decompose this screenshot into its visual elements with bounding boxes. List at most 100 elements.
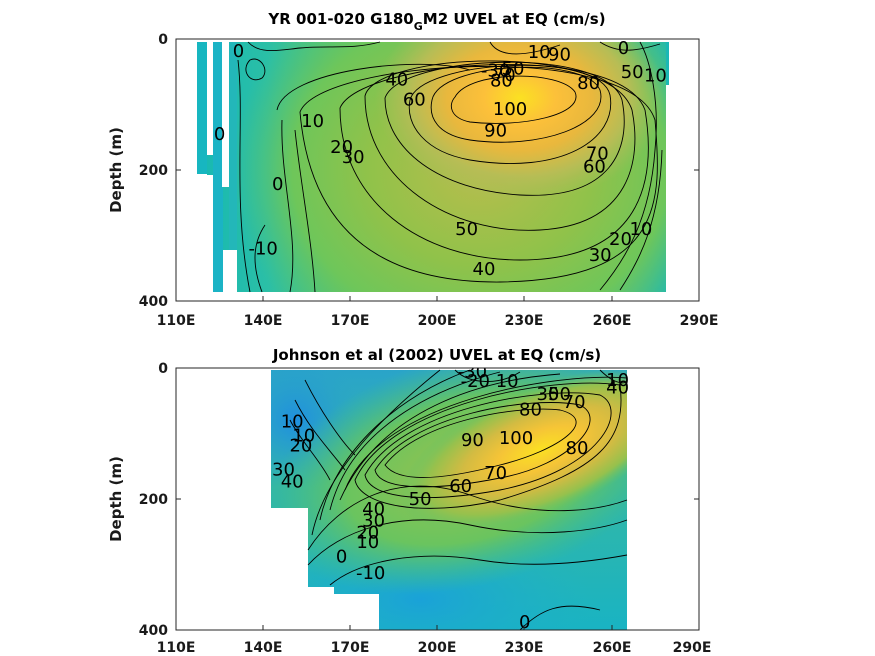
contour-label: -30 xyxy=(458,361,487,382)
contour-label: 40 xyxy=(281,471,304,492)
panel-model: YR 001-020 G180GM2 UVEL at EQ (cm/s) xyxy=(107,10,718,329)
contour-label: 90 xyxy=(484,121,507,142)
y-tick-label: 200 xyxy=(139,492,168,508)
contour-label: 30 xyxy=(272,460,295,481)
x-tick-label: 140E xyxy=(244,313,283,329)
contour-line xyxy=(319,369,471,521)
y-tick-label: 400 xyxy=(139,623,168,639)
contour-label: 30 xyxy=(536,384,559,405)
contour-line xyxy=(599,369,628,384)
contour-line xyxy=(430,66,602,143)
y-tick-label: 400 xyxy=(139,294,168,310)
x-tick-label: 200E xyxy=(418,640,457,656)
missing-data xyxy=(334,594,379,630)
contour-label: 80 xyxy=(519,399,542,420)
contour-label: 60 xyxy=(583,157,606,178)
contour-label: 10 xyxy=(496,371,519,392)
contour-line xyxy=(304,379,356,456)
western-strip xyxy=(213,42,223,292)
x-tick-label: 170E xyxy=(331,313,370,329)
contour-line xyxy=(311,369,441,536)
contour-label: 70 xyxy=(563,392,586,413)
contour-label: 0 xyxy=(214,124,225,145)
contour-line xyxy=(619,149,663,291)
contour-line xyxy=(450,75,577,124)
contour-label: 70 xyxy=(586,144,609,165)
missing-data xyxy=(308,587,334,630)
western-strip xyxy=(197,42,207,174)
contour-label: 70 xyxy=(484,463,507,484)
contour-label: 20 xyxy=(289,435,312,456)
contour-label: 10 xyxy=(281,412,304,433)
contour-line xyxy=(454,369,521,382)
field-core-layer xyxy=(237,42,666,292)
contour-line xyxy=(299,66,658,283)
contour-line xyxy=(384,61,625,196)
contour-label: 10 xyxy=(301,111,324,132)
contour-label: 0 xyxy=(618,38,629,59)
x-tick-label: 140E xyxy=(244,640,283,656)
y-tick-label: 200 xyxy=(139,163,168,179)
contour-label: 0 xyxy=(519,612,530,633)
x-tick-label: 200E xyxy=(418,313,457,329)
contour-label: 100 xyxy=(493,99,527,120)
contour-line xyxy=(294,129,316,293)
x-tick-label: 170E xyxy=(331,640,370,656)
contour-label: 20 xyxy=(609,229,632,250)
x-tick-label: 260E xyxy=(593,313,632,329)
contour-line xyxy=(364,60,636,231)
contour-label: 0 xyxy=(233,41,244,62)
contour-line xyxy=(384,408,577,478)
contour-line xyxy=(276,63,471,111)
contour-line xyxy=(307,485,628,551)
contour-label: 100 xyxy=(499,428,533,449)
missing-data xyxy=(223,250,237,292)
contour-label: 10 xyxy=(606,370,629,391)
x-tick-label: 230E xyxy=(505,640,544,656)
x-ticks xyxy=(175,498,700,630)
contour-line xyxy=(237,59,251,293)
x-tick-label: 110E xyxy=(157,640,196,656)
contour-label: 10 xyxy=(644,66,667,87)
contour-label: 40 xyxy=(606,378,629,399)
contour-line xyxy=(247,41,381,52)
contour-label: -30 xyxy=(481,60,510,81)
y-tick-label: 0 xyxy=(158,361,168,377)
contour-label: 10 xyxy=(528,42,551,63)
contour-line xyxy=(294,399,346,471)
contour-line xyxy=(245,58,266,81)
contour-label: -10 xyxy=(248,239,277,260)
contour-label: 50 xyxy=(548,384,571,405)
contour-label: 40 xyxy=(362,499,385,520)
contour-label: 0 xyxy=(336,547,347,568)
missing-data xyxy=(207,42,213,155)
contour-label: 50 xyxy=(455,219,478,240)
y-axis-label: Depth (m) xyxy=(107,456,125,542)
x-tick-label: 290E xyxy=(673,640,712,656)
x-tick-labels: 110E 140E 170E 200E 230E 260E 290E xyxy=(157,313,719,329)
contour-label: 60 xyxy=(403,89,426,110)
contour-label: -20 xyxy=(461,371,490,392)
contour-label: 50 xyxy=(502,59,525,80)
y-tick-labels: 0 200 400 xyxy=(139,361,168,639)
contour-label: 70 xyxy=(493,65,516,86)
contour-label: 20 xyxy=(356,522,379,543)
y-tick-labels: 0 200 400 xyxy=(139,32,168,310)
contour-line xyxy=(599,41,657,291)
contour-label: 20 xyxy=(330,137,353,158)
y-tick-label: 0 xyxy=(158,32,168,48)
contour-label: 40 xyxy=(473,259,496,280)
contour-label: 10 xyxy=(356,532,379,553)
contour-label: 30 xyxy=(589,245,612,266)
x-tick-label: 290E xyxy=(680,313,719,329)
contour-label: 50 xyxy=(621,62,644,83)
x-tick-labels: 110E 140E 170E 200E 230E 260E 290E xyxy=(157,640,712,656)
x-tick-label: 110E xyxy=(157,313,196,329)
missing-data xyxy=(176,368,271,630)
missing-data xyxy=(627,368,699,630)
missing-data xyxy=(666,85,669,301)
